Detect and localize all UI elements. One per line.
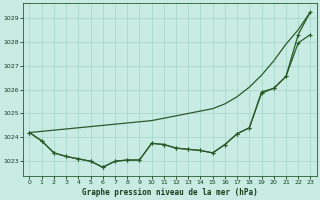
X-axis label: Graphe pression niveau de la mer (hPa): Graphe pression niveau de la mer (hPa)	[82, 188, 258, 197]
